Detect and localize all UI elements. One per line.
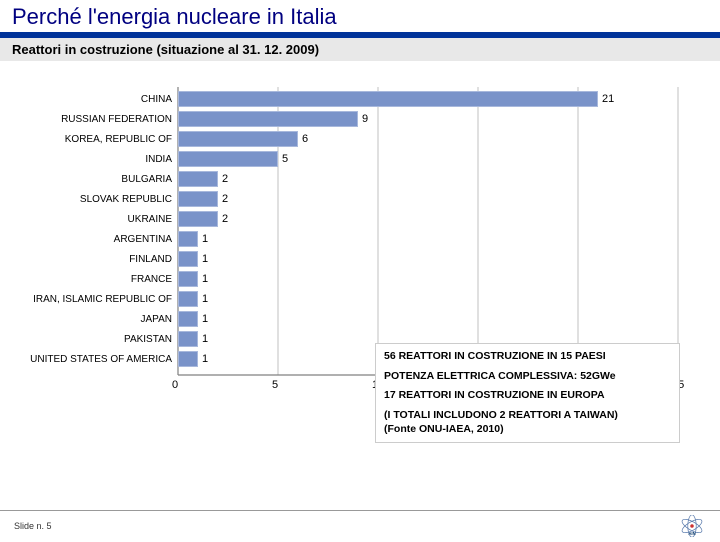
x-tick-label: 5 [272,379,278,391]
info-box: 56 REATTORI IN COSTRUZIONE IN 15 PAESI P… [375,343,680,443]
bar-category-label: ARGENTINA [10,234,178,245]
bar-value-label: 1 [202,293,208,305]
bar-value-label: 1 [202,353,208,365]
chart-area: CHINA21RUSSIAN FEDERATION9KOREA, REPUBLI… [10,81,710,461]
bar-category-label: PAKISTAN [10,334,178,345]
bar-row: RUSSIAN FEDERATION 9 [10,111,368,127]
bar-category-label: SLOVAK REPUBLIC [10,194,178,205]
bar-category-label: UNITED STATES OF AMERICA [10,354,178,365]
bar-category-label: IRAN, ISLAMIC REPUBLIC OF [10,294,178,305]
bar-category-label: FINLAND [10,254,178,265]
bar-category-label: KOREA, REPUBLIC OF [10,134,178,145]
bar-rect [178,231,198,247]
bar-rect [178,211,218,227]
bar-value-label: 6 [302,133,308,145]
bar-row: UNITED STATES OF AMERICA 1 [10,351,208,367]
bar-value-label: 2 [222,213,228,225]
bar-row: JAPAN 1 [10,311,208,327]
bar-rect [178,271,198,287]
bar-row: FINLAND 1 [10,251,208,267]
bar-row: INDIA 5 [10,151,288,167]
subtitle-text: Reattori in costruzione (situazione al 3… [12,42,708,57]
bar-rect [178,311,198,327]
bar-value-label: 2 [222,193,228,205]
bar-category-label: JAPAN [10,314,178,325]
bar-rect [178,331,198,347]
bar-category-label: BULGARIA [10,174,178,185]
bar-row: CHINA 21 [10,91,614,107]
page-title: Perché l'energia nucleare in Italia [12,4,708,30]
bar-row: PAKISTAN 1 [10,331,208,347]
bar-row: SLOVAK REPUBLIC 2 [10,191,228,207]
bar-rect [178,91,598,107]
bar-rect [178,351,198,367]
x-tick-label: 0 [172,379,178,391]
bar-value-label: 9 [362,113,368,125]
footer: Slide n. 5 AIN [0,510,720,540]
bar-rect [178,111,358,127]
bar-category-label: RUSSIAN FEDERATION [10,114,178,125]
info-line-3: 17 REATTORI IN COSTRUZIONE IN EUROPA [384,389,671,403]
bar-value-label: 1 [202,253,208,265]
bar-rect [178,171,218,187]
bar-category-label: FRANCE [10,274,178,285]
bar-value-label: 2 [222,173,228,185]
bar-rect [178,151,278,167]
bar-value-label: 21 [602,93,614,105]
bar-row: UKRAINE 2 [10,211,228,227]
bar-row: BULGARIA 2 [10,171,228,187]
bar-value-label: 1 [202,233,208,245]
bar-category-label: CHINA [10,94,178,105]
svg-text:AIN: AIN [688,531,695,536]
bar-row: ARGENTINA 1 [10,231,208,247]
info-line-4: (I TOTALI INCLUDONO 2 REATTORI A TAIWAN)… [384,409,671,436]
subtitle-bar: Reattori in costruzione (situazione al 3… [0,38,720,61]
bar-value-label: 5 [282,153,288,165]
bar-rect [178,191,218,207]
info-line-1: 56 REATTORI IN COSTRUZIONE IN 15 PAESI [384,350,671,364]
bar-rect [178,131,298,147]
bar-category-label: UKRAINE [10,214,178,225]
slide-number: Slide n. 5 [14,521,52,531]
bar-category-label: INDIA [10,154,178,165]
bar-rect [178,291,198,307]
bar-value-label: 1 [202,333,208,345]
bar-value-label: 1 [202,313,208,325]
bar-row: FRANCE 1 [10,271,208,287]
info-line-2: POTENZA ELETTRICA COMPLESSIVA: 52GWe [384,370,671,384]
bar-value-label: 1 [202,273,208,285]
bar-row: IRAN, ISLAMIC REPUBLIC OF 1 [10,291,208,307]
title-bar: Perché l'energia nucleare in Italia [0,0,720,32]
bar-row: KOREA, REPUBLIC OF 6 [10,131,308,147]
bar-rect [178,251,198,267]
logo-ain: AIN [678,515,706,537]
